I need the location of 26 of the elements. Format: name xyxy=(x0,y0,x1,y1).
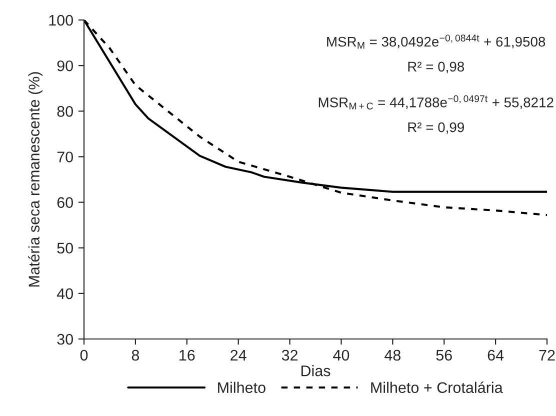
x-tick-label: 24 xyxy=(230,350,246,360)
annotation: R² = 0,98 xyxy=(408,62,464,74)
annotation: R² = 0,99 xyxy=(408,122,464,134)
x-tick-label: 64 xyxy=(488,350,504,361)
x-tick-label: 48 xyxy=(384,350,400,361)
y-tick-label: 60 xyxy=(57,197,73,208)
annotation: MSR$_{M}$ = 38,0492e$^{−0,0844t}$ + 61,9508 xyxy=(327,34,546,49)
x-tick-label: 16 xyxy=(180,350,195,361)
y-tick-label: 70 xyxy=(57,152,73,162)
legend-label: Milheto + Crotalária xyxy=(371,382,503,394)
x-tick-label: 32 xyxy=(282,350,298,361)
x-tick-label: 0 xyxy=(80,350,88,361)
x-tick-label: 8 xyxy=(132,350,140,361)
x-tick-label: 40 xyxy=(333,350,350,361)
y-tick-label: 50 xyxy=(57,242,73,254)
y-tick-label: 100 xyxy=(49,14,73,26)
x-axis-title: Dias xyxy=(301,365,330,376)
y-axis-title: Matéria seca remanescente (%) xyxy=(28,72,43,286)
annotation: MSR$_{M+C}$ = 44,1788e$^{−0,0497t}$ + 55,8212 xyxy=(318,95,554,110)
y-tick-label: 40 xyxy=(56,288,73,300)
y-tick-label: 80 xyxy=(57,106,73,117)
legend-label: Milheto xyxy=(218,382,266,394)
x-tick-label: 72 xyxy=(539,350,555,360)
x-tick-label: 56 xyxy=(436,350,452,361)
y-tick-label: 30 xyxy=(57,334,73,345)
y-tick-label: 90 xyxy=(57,60,73,72)
